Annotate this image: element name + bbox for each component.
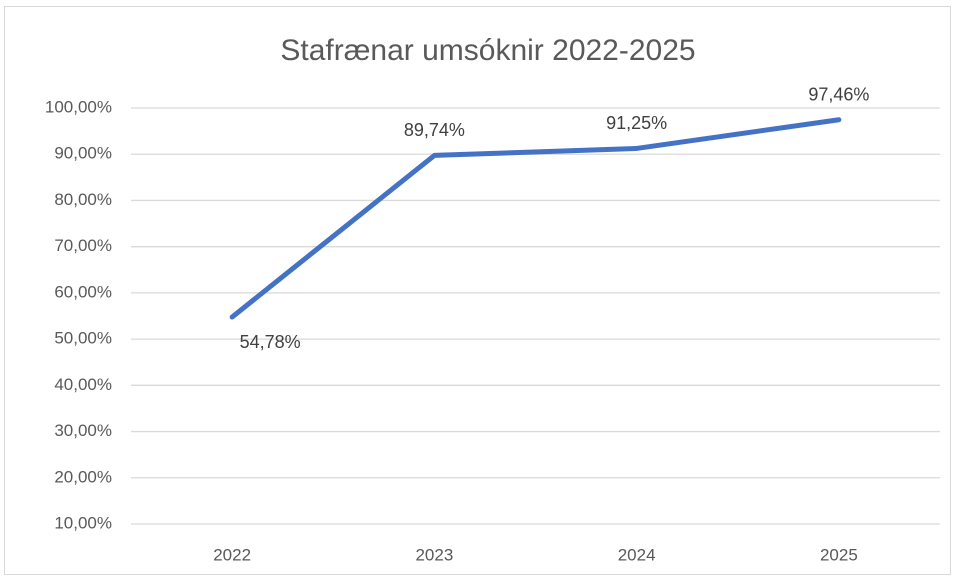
chart-title: Stafrænar umsóknir 2022-2025 [280, 34, 695, 67]
y-tick-label: 100,00% [45, 97, 112, 116]
y-tick-label: 10,00% [54, 513, 112, 532]
x-tick-label: 2023 [415, 545, 453, 564]
y-tick-label: 60,00% [54, 282, 112, 301]
data-label: 91,25% [606, 113, 667, 133]
y-tick-label: 90,00% [54, 144, 112, 163]
y-tick-label: 30,00% [54, 421, 112, 440]
y-tick-label: 40,00% [54, 375, 112, 394]
data-line [229, 117, 842, 320]
x-tick-label: 2024 [618, 545, 656, 564]
y-tick-label: 20,00% [54, 467, 112, 486]
data-label: 97,46% [808, 84, 869, 104]
chart-frame [4, 6, 951, 575]
data-label: 54,78% [240, 332, 301, 352]
data-label: 89,74% [404, 120, 465, 140]
y-tick-label: 50,00% [54, 329, 112, 348]
x-tick-label: 2022 [213, 545, 251, 564]
y-tick-label: 80,00% [54, 190, 112, 209]
y-tick-label: 70,00% [54, 236, 112, 255]
x-tick-label: 2025 [820, 545, 858, 564]
